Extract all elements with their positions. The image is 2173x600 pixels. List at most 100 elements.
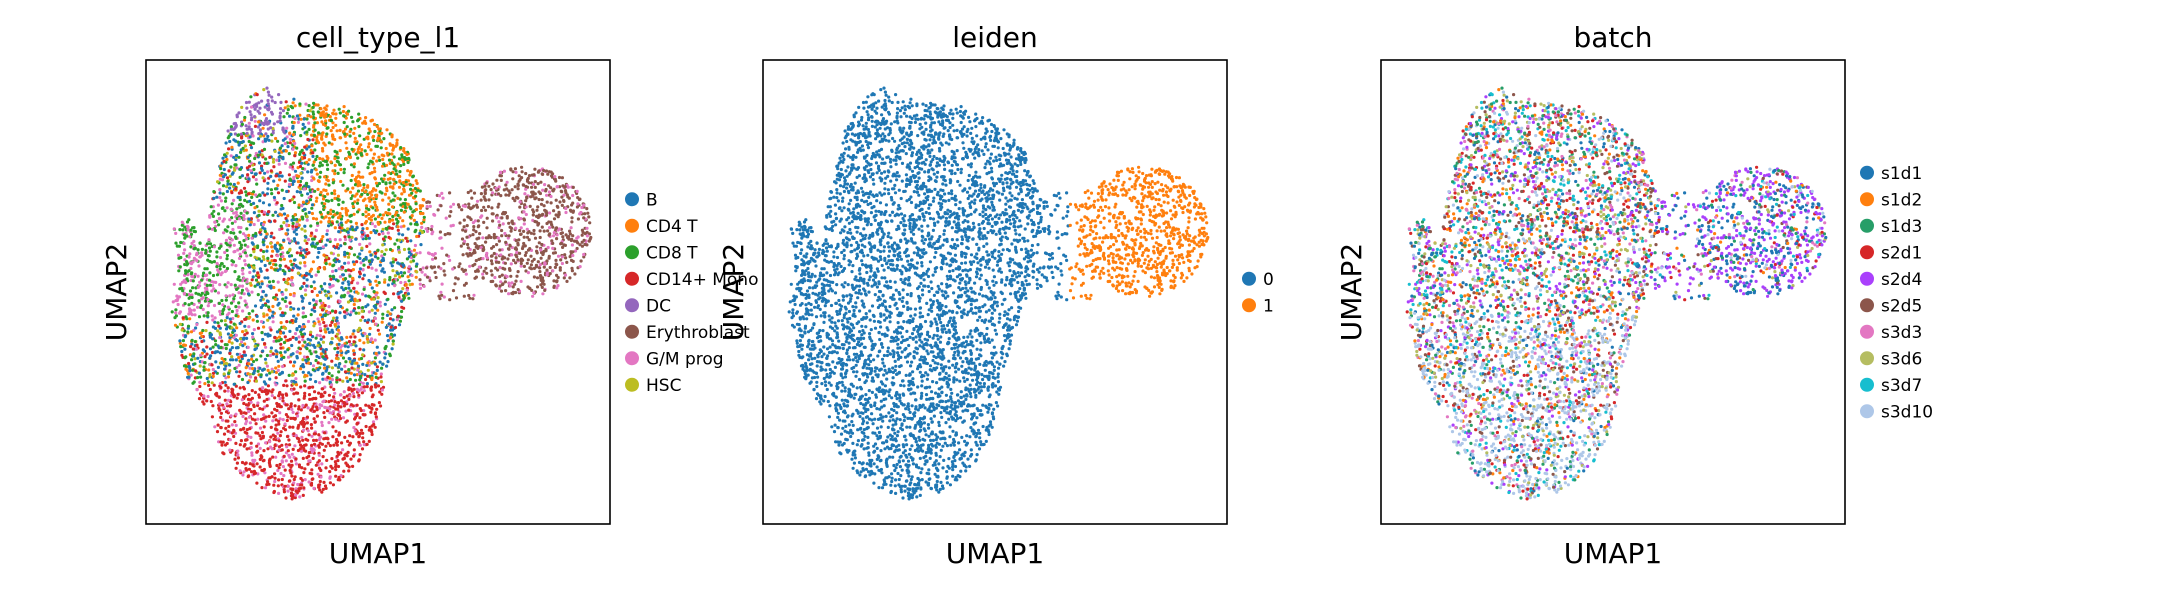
scatter-point [219, 319, 224, 323]
scatter-point [472, 225, 476, 229]
scatter-point [350, 147, 354, 151]
scatter-point [245, 211, 249, 215]
scatter-point [308, 198, 313, 202]
scatter-point [341, 109, 345, 114]
scatter-point [221, 418, 225, 422]
scatter-point [347, 443, 351, 447]
scatter-point [397, 232, 401, 236]
scatter-point [365, 382, 369, 386]
scatter-point [514, 290, 518, 295]
scatter-point [502, 210, 506, 215]
scatter-point [466, 254, 470, 258]
scatter-point [318, 403, 322, 407]
scatter-point [344, 157, 348, 161]
scatter-point [193, 340, 197, 344]
scatter-point [301, 438, 305, 442]
scatter-point [371, 156, 375, 160]
scatter-point [405, 239, 410, 243]
scatter-point [246, 292, 251, 296]
scatter-point [308, 109, 312, 113]
scatter-point [343, 364, 347, 368]
scatter-point [305, 248, 309, 252]
scatter-point [287, 152, 291, 156]
scatter-point [556, 254, 561, 258]
scatter-point [349, 196, 353, 201]
scatter-point [328, 470, 332, 474]
scatter-point [368, 326, 372, 331]
scatter-point [311, 368, 315, 372]
scatter-point [318, 441, 322, 445]
scatter-point [302, 281, 306, 285]
scatter-point [449, 210, 453, 214]
scatter-point [278, 264, 282, 268]
scatter-point [386, 177, 390, 181]
scatter-point [323, 391, 327, 395]
scatter-point [224, 419, 228, 423]
scatter-point [385, 151, 389, 155]
scatter-point [238, 167, 243, 171]
scatter-point [465, 235, 469, 239]
scatter-point [265, 268, 269, 272]
scatter-point [179, 345, 183, 349]
scatter-point [354, 178, 358, 183]
scatter-point [393, 194, 397, 198]
scatter-point [352, 349, 356, 353]
scatter-point [226, 398, 230, 402]
scatter-point [194, 326, 198, 330]
scatter-point [304, 293, 308, 297]
scatter-point [386, 360, 390, 364]
scatter-point [314, 168, 318, 172]
scatter-point [344, 420, 348, 424]
scatter-point [298, 183, 302, 187]
scatter-point [405, 288, 409, 292]
scatter-point [436, 208, 440, 212]
scatter-point [259, 373, 263, 377]
scatter-point [207, 368, 211, 372]
scatter-point [314, 438, 318, 442]
scatter-point [373, 224, 377, 228]
scatter-point [379, 404, 383, 408]
scatter-point [478, 232, 482, 236]
scatter-point [174, 241, 178, 245]
scatter-point [537, 197, 541, 202]
scatter-point [472, 293, 476, 297]
scatter-point [528, 286, 532, 290]
scatter-point [310, 434, 314, 438]
scatter-point [549, 186, 553, 190]
scatter-point [307, 104, 311, 108]
scatter-point [477, 236, 481, 240]
scatter-point [385, 364, 389, 368]
scatter-point [310, 211, 314, 216]
scatter-point [331, 215, 335, 219]
scatter-point [350, 366, 354, 370]
scatter-point [346, 379, 350, 383]
scatter-point [274, 366, 278, 370]
scatter-point [556, 205, 560, 209]
scatter-point [193, 362, 197, 366]
scatter-point [349, 403, 353, 407]
scatter-point [536, 260, 540, 264]
scatter-point [292, 200, 297, 205]
scatter-point [300, 332, 304, 336]
scatter-point [182, 343, 186, 347]
scatter-point [380, 254, 384, 258]
scatter-point [378, 263, 382, 267]
scatter-point [358, 382, 362, 387]
scatter-point [313, 286, 317, 291]
scatter-point [244, 411, 248, 415]
scatter-point [321, 197, 326, 201]
scatter-point [228, 369, 232, 373]
scatter-point [181, 289, 185, 293]
scatter-point [270, 139, 274, 143]
scatter-point [257, 161, 262, 165]
scatter-point [528, 266, 532, 270]
scatter-point [472, 228, 476, 232]
scatter-point [299, 251, 303, 255]
scatter-point [316, 187, 320, 191]
scatter-point [374, 415, 378, 419]
scatter-point [296, 271, 301, 275]
scatter-point [485, 216, 489, 220]
scatter-point [385, 128, 389, 132]
scatter-point [210, 363, 214, 367]
scatter-point [585, 243, 589, 247]
